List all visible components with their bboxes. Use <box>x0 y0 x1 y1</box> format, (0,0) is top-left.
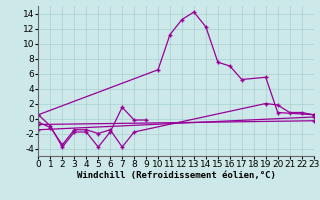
X-axis label: Windchill (Refroidissement éolien,°C): Windchill (Refroidissement éolien,°C) <box>76 171 276 180</box>
